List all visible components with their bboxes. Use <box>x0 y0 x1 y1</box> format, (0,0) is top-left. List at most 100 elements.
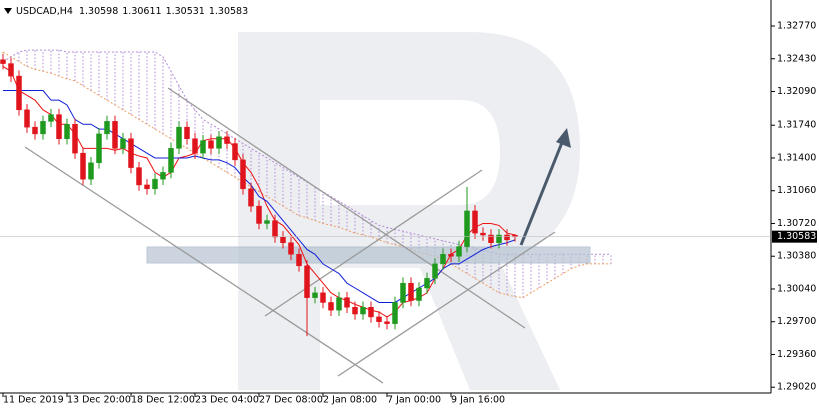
candle-body <box>144 184 150 190</box>
channel-line <box>337 231 556 377</box>
candle-body <box>64 124 70 139</box>
candle-body <box>232 143 238 161</box>
candle-body <box>152 178 158 190</box>
x-tick-label: 11 Dec 2019 <box>3 395 64 406</box>
last-low: 1.30531 <box>166 6 205 17</box>
y-tick-label: 1.29360 <box>777 349 816 360</box>
y-tick-label: 1.32770 <box>777 21 816 32</box>
y-tick-label: 1.29700 <box>777 316 816 327</box>
candle-body <box>416 287 422 301</box>
y-tick-label: 1.31740 <box>777 120 816 131</box>
candle-body <box>368 307 374 318</box>
candle-body <box>80 152 86 180</box>
candle-body <box>472 210 478 234</box>
candle-body <box>304 265 310 298</box>
y-tick-label: 1.32090 <box>777 86 816 97</box>
candle-body <box>72 124 78 154</box>
y-tick-label: 1.32430 <box>777 53 816 64</box>
candle-body <box>184 126 190 139</box>
support-zone <box>146 246 591 264</box>
candle-body <box>320 292 326 303</box>
x-tick-label: 2 Jan 08:00 <box>323 395 377 406</box>
candle-body <box>112 121 118 149</box>
candle-body <box>440 254 446 265</box>
y-tick-label: 1.29020 <box>777 382 816 393</box>
candle-body <box>256 205 262 224</box>
symbol: USDCAD,H4 <box>16 6 73 17</box>
arrow-head <box>556 128 571 148</box>
header: USDCAD,H4 1.30598 1.30611 1.30531 1.30583 <box>16 6 248 17</box>
last-high: 1.30611 <box>122 6 161 17</box>
forecast-arrow <box>519 128 571 246</box>
x-tick-label: 9 Jan 16:00 <box>451 395 505 406</box>
candle-body <box>264 220 270 224</box>
candle-body <box>200 140 206 154</box>
candle-body <box>280 236 286 243</box>
candle-body <box>136 167 142 186</box>
y-tick-label: 1.31060 <box>777 185 816 196</box>
candle-body <box>312 292 318 298</box>
candle-body <box>8 63 14 77</box>
candle-body <box>128 138 134 168</box>
candle-body <box>360 307 366 315</box>
candle-body <box>272 220 278 238</box>
candle-body <box>504 234 510 241</box>
candle-body <box>392 302 398 324</box>
candle-body <box>96 133 102 164</box>
candle-body <box>216 136 222 149</box>
candle-body <box>160 172 166 180</box>
candle-body <box>432 263 438 279</box>
channel-line <box>167 87 526 329</box>
candle-body <box>448 254 454 257</box>
candle-body <box>48 114 54 122</box>
candle-body <box>32 126 38 135</box>
candle-body <box>104 121 110 135</box>
cloud-span-a <box>2 51 611 299</box>
candle-body <box>424 278 430 289</box>
x-tick-label: 7 Jan 00:00 <box>387 395 441 406</box>
candle-body <box>24 109 30 128</box>
menu-triangle <box>4 8 12 14</box>
last-price-label: 1.30583 <box>777 231 816 242</box>
candle-body <box>16 75 22 111</box>
x-tick-label: 27 Dec 08:00 <box>259 395 323 406</box>
y-tick-label: 1.31400 <box>777 152 816 163</box>
channel-line <box>24 146 384 384</box>
candle-body <box>56 114 62 139</box>
candle-body <box>464 210 470 247</box>
candle-body <box>352 307 358 315</box>
candle-body <box>456 246 462 257</box>
candle-body <box>0 59 6 64</box>
y-tick-label: 1.30720 <box>777 218 816 229</box>
candle-body <box>336 297 342 311</box>
candle-body <box>208 140 214 149</box>
x-tick-label: 23 Dec 04:00 <box>195 395 259 406</box>
candle-body <box>120 138 126 149</box>
candle-body <box>408 282 414 301</box>
candle-body <box>384 321 390 324</box>
candle-body <box>192 138 198 154</box>
candle-body <box>40 121 46 135</box>
last-close: 1.30583 <box>209 6 248 17</box>
candle-body <box>224 136 230 144</box>
candle-body <box>176 126 182 149</box>
y-tick-label: 1.30040 <box>777 283 816 294</box>
arrow-shaft <box>519 139 565 246</box>
candle-body <box>344 297 350 308</box>
candle-body <box>240 159 246 190</box>
y-tick-label: 1.30380 <box>777 251 816 262</box>
candle-body <box>168 148 174 173</box>
trend-lines <box>24 87 556 384</box>
watermark <box>238 32 580 390</box>
channel-line <box>264 169 483 317</box>
x-tick-label: 13 Dec 20:00 <box>67 395 131 406</box>
candle-body <box>376 316 382 322</box>
candle-body <box>88 162 94 180</box>
candle-body <box>400 282 406 303</box>
axes: 1.32770 1.32430 1.32090 1.31740 1.31400 1.310… <box>0 21 817 406</box>
candle-body <box>480 232 486 236</box>
x-tick-label: 18 Dec 12:00 <box>131 395 195 406</box>
